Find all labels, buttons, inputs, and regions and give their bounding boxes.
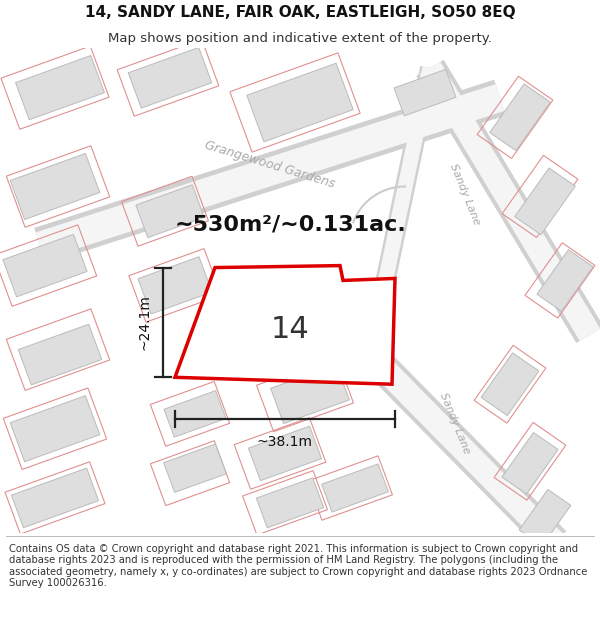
- Polygon shape: [416, 60, 600, 343]
- Polygon shape: [256, 478, 323, 528]
- Polygon shape: [247, 63, 353, 142]
- Polygon shape: [322, 464, 388, 512]
- Text: ~530m²/~0.131ac.: ~530m²/~0.131ac.: [175, 214, 407, 234]
- Polygon shape: [490, 84, 550, 151]
- Polygon shape: [16, 56, 104, 120]
- Text: Sandy Lane: Sandy Lane: [448, 162, 482, 226]
- Polygon shape: [3, 234, 87, 297]
- Polygon shape: [537, 249, 593, 311]
- Polygon shape: [248, 426, 322, 481]
- Polygon shape: [34, 80, 506, 264]
- Polygon shape: [138, 257, 212, 314]
- Text: Sandy Lane: Sandy Lane: [438, 392, 472, 456]
- Polygon shape: [481, 353, 539, 416]
- Polygon shape: [515, 168, 575, 235]
- Polygon shape: [164, 391, 226, 437]
- Text: ~38.1m: ~38.1m: [257, 434, 313, 449]
- Text: ~24.1m: ~24.1m: [137, 294, 151, 351]
- Text: Grangewood Gardens: Grangewood Gardens: [203, 139, 337, 191]
- Polygon shape: [10, 154, 100, 219]
- Polygon shape: [35, 84, 505, 259]
- Polygon shape: [271, 364, 349, 424]
- Polygon shape: [175, 266, 395, 384]
- Polygon shape: [136, 185, 204, 238]
- Polygon shape: [362, 66, 437, 356]
- Polygon shape: [164, 444, 226, 493]
- Polygon shape: [128, 48, 212, 108]
- Polygon shape: [11, 468, 98, 528]
- Polygon shape: [359, 344, 566, 553]
- Polygon shape: [419, 62, 600, 341]
- Polygon shape: [360, 66, 440, 357]
- Polygon shape: [394, 69, 456, 116]
- Text: Contains OS data © Crown copyright and database right 2021. This information is : Contains OS data © Crown copyright and d…: [9, 544, 587, 588]
- Text: 14, SANDY LANE, FAIR OAK, EASTLEIGH, SO50 8EQ: 14, SANDY LANE, FAIR OAK, EASTLEIGH, SO5…: [85, 6, 515, 21]
- Polygon shape: [519, 489, 571, 546]
- Text: 14: 14: [271, 316, 310, 344]
- Polygon shape: [10, 396, 100, 462]
- Polygon shape: [361, 346, 563, 551]
- Text: Map shows position and indicative extent of the property.: Map shows position and indicative extent…: [108, 32, 492, 45]
- Polygon shape: [502, 432, 558, 494]
- Polygon shape: [18, 324, 102, 385]
